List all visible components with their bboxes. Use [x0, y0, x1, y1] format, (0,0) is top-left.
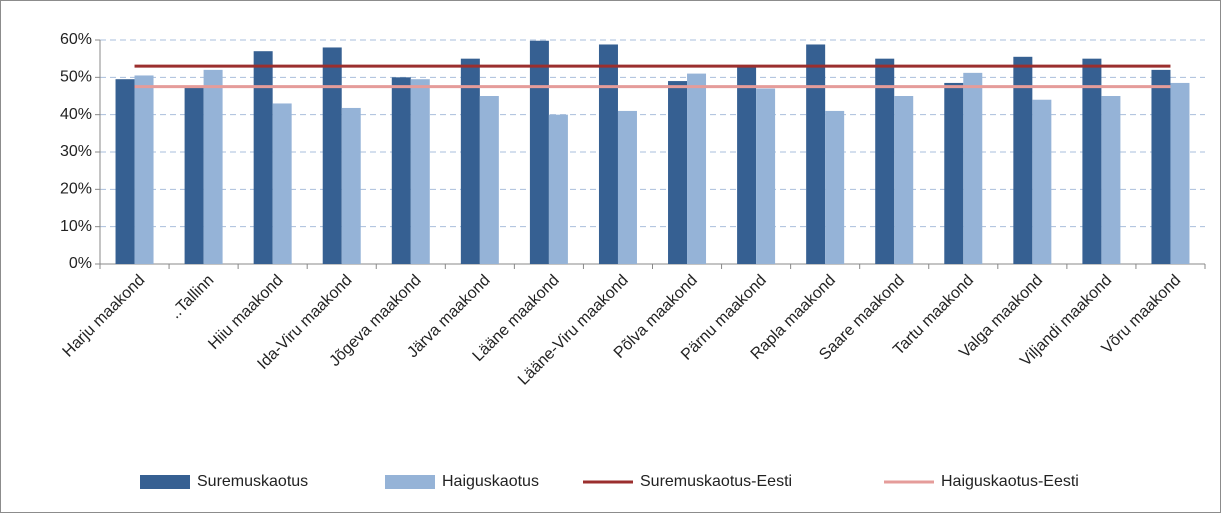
bar — [598, 44, 618, 265]
bar — [737, 66, 757, 264]
legend-label: Suremuskaotus-Eesti — [640, 473, 792, 490]
y-tick-label: 50% — [60, 69, 92, 86]
bar — [756, 88, 776, 265]
legend-label: Haiguskaotus-Eesti — [941, 473, 1079, 490]
bar — [253, 51, 273, 265]
legend-label: Haiguskaotus — [442, 473, 539, 490]
y-tick-label: 40% — [60, 106, 92, 123]
bar — [1151, 69, 1171, 264]
legend-swatch — [140, 475, 190, 489]
bar — [963, 72, 983, 264]
bar — [341, 107, 361, 265]
bar — [1170, 82, 1190, 264]
y-tick-label: 60% — [60, 31, 92, 48]
bar — [184, 86, 204, 265]
y-tick-label: 30% — [60, 143, 92, 160]
legend-swatch — [385, 475, 435, 489]
bar — [460, 58, 480, 264]
bar — [1013, 56, 1033, 264]
bar — [479, 96, 499, 264]
bar — [894, 96, 914, 264]
bar — [806, 44, 826, 265]
bar — [529, 40, 549, 264]
bar — [1101, 96, 1121, 264]
bar — [134, 75, 154, 264]
bar — [115, 79, 135, 264]
bar — [944, 82, 964, 264]
bar — [825, 110, 845, 264]
bar — [875, 58, 895, 264]
bar — [322, 47, 342, 264]
bar — [410, 79, 430, 264]
bar — [687, 73, 707, 264]
bar — [548, 114, 568, 265]
bar — [668, 81, 688, 264]
legend-label: Suremuskaotus — [197, 473, 308, 490]
y-tick-label: 20% — [60, 181, 92, 198]
bar — [1082, 58, 1102, 264]
bar — [391, 77, 411, 264]
y-tick-label: 10% — [60, 218, 92, 235]
bar — [272, 103, 292, 264]
bar — [203, 69, 223, 264]
y-tick-label: 0% — [69, 255, 92, 272]
bar — [617, 110, 637, 264]
bar — [1032, 99, 1052, 264]
